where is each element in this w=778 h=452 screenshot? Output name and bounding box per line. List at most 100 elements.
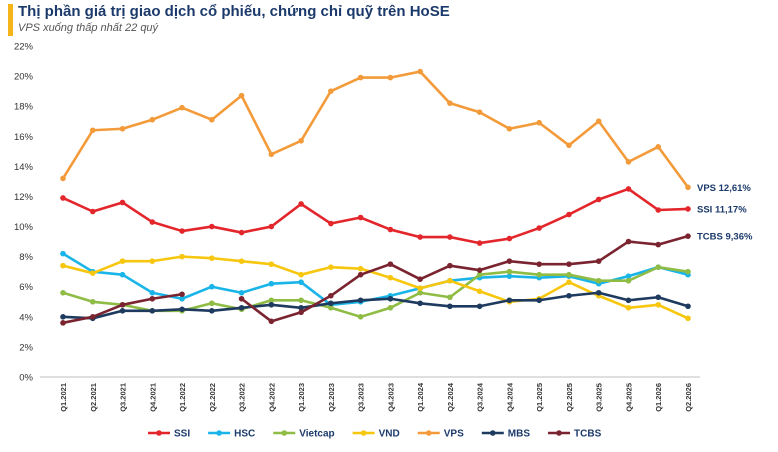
- legend-label-vps: VPS: [444, 429, 464, 440]
- data-point-ssi: [476, 240, 483, 246]
- data-point-mbs: [357, 297, 364, 304]
- data-point-vnd: [298, 271, 304, 278]
- data-point-vietcap: [328, 304, 334, 311]
- y-tick-label: 20%: [14, 72, 34, 83]
- data-point-vps: [506, 125, 513, 132]
- data-point-ssi: [268, 223, 275, 230]
- chart-title: Thị phần giá trị giao dịch cổ phiếu, chứ…: [18, 3, 450, 20]
- data-point-ssi: [179, 228, 185, 234]
- data-point-vnd: [387, 274, 394, 281]
- data-point-vps: [60, 175, 66, 182]
- data-point-vnd: [566, 279, 572, 286]
- legend-label-ssi: SSI: [174, 429, 190, 440]
- data-point-mbs: [536, 297, 542, 304]
- data-point-vietcap: [268, 297, 275, 304]
- data-point-mbs: [179, 306, 185, 313]
- data-point-tcbs: [566, 261, 572, 267]
- data-point-mbs: [506, 297, 513, 304]
- legend-marker-vps: [425, 430, 432, 436]
- x-tick-label: Q3.2023: [357, 383, 366, 412]
- legend-marker-tcbs: [556, 430, 562, 436]
- end-label-tcbs: TCBS 9,36%: [697, 232, 753, 243]
- data-point-ssi: [655, 207, 662, 213]
- data-point-vnd: [89, 270, 96, 276]
- data-point-vps: [268, 151, 275, 158]
- data-point-vps: [179, 104, 185, 111]
- data-point-vnd: [625, 304, 632, 311]
- data-point-ssi: [298, 201, 304, 207]
- data-point-mbs: [417, 300, 423, 307]
- data-point-ssi: [625, 186, 632, 192]
- data-point-tcbs: [238, 295, 245, 302]
- data-point-tcbs: [536, 261, 542, 267]
- data-point-mbs: [476, 303, 483, 310]
- x-tick-label: Q1.2021: [59, 383, 68, 412]
- x-tick-label: Q3.2022: [238, 383, 247, 412]
- data-point-tcbs: [328, 292, 334, 299]
- series-line-mbs: [62, 291, 689, 320]
- legend-label-vietcap: Vietcap: [299, 429, 334, 440]
- data-point-mbs: [328, 300, 334, 307]
- end-label-ssi: SSI 11,17%: [697, 204, 747, 215]
- data-point-ssi: [387, 226, 394, 233]
- data-point-hsc: [625, 273, 632, 279]
- data-point-tcbs: [625, 238, 632, 245]
- data-point-vietcap: [60, 289, 66, 296]
- data-point-ssi: [209, 223, 215, 230]
- y-tick-label: 0%: [19, 373, 33, 384]
- data-point-mbs: [655, 294, 662, 301]
- data-point-mbs: [685, 303, 691, 310]
- data-point-vps: [298, 137, 304, 144]
- series-line-vnd: [62, 255, 689, 320]
- legend-label-tcbs: TCBS: [574, 429, 602, 440]
- data-point-mbs: [595, 289, 602, 296]
- legend-marker-ssi: [156, 430, 162, 436]
- data-point-ssi: [357, 214, 364, 221]
- y-tick-label: 18%: [14, 102, 34, 113]
- data-point-vietcap: [417, 289, 423, 296]
- title-accent-bar: [8, 4, 13, 36]
- data-point-mbs: [447, 303, 453, 310]
- series-line-ssi: [62, 187, 689, 245]
- data-point-vnd: [149, 258, 156, 264]
- data-point-vietcap: [387, 304, 394, 311]
- x-tick-label: Q2.2024: [446, 382, 455, 412]
- legend-marker-vnd: [360, 430, 367, 436]
- data-point-vps: [357, 74, 364, 81]
- data-point-tcbs: [149, 295, 156, 302]
- x-tick-label: Q4.2023: [386, 383, 395, 412]
- data-point-hsc: [506, 273, 513, 279]
- data-point-vps: [447, 100, 453, 106]
- legend-label-vnd: VND: [379, 429, 400, 440]
- data-point-hsc: [238, 289, 245, 296]
- data-point-mbs: [268, 301, 275, 308]
- data-point-vps: [328, 88, 334, 94]
- data-point-vnd: [119, 258, 126, 264]
- data-point-ssi: [417, 234, 423, 240]
- y-tick-label: 14%: [14, 162, 34, 173]
- x-tick-label: Q3.2021: [119, 383, 128, 412]
- x-tick-label: Q1.2023: [297, 383, 306, 412]
- data-point-hsc: [209, 283, 215, 290]
- y-tick-label: 4%: [19, 312, 33, 323]
- data-point-vietcap: [536, 271, 542, 278]
- data-point-ssi: [60, 195, 66, 201]
- y-tick-label: 12%: [14, 192, 34, 203]
- x-tick-label: Q1.2026: [654, 383, 663, 412]
- data-point-hsc: [119, 271, 126, 278]
- x-tick-label: Q2.2023: [327, 383, 336, 412]
- data-point-vietcap: [89, 298, 96, 305]
- data-point-tcbs: [417, 276, 423, 283]
- data-point-ssi: [328, 220, 334, 227]
- data-point-vietcap: [447, 294, 453, 301]
- data-point-hsc: [298, 279, 304, 286]
- data-point-ssi: [119, 199, 126, 206]
- data-point-ssi: [149, 219, 156, 225]
- data-point-mbs: [60, 314, 66, 320]
- x-tick-label: Q2.2025: [565, 383, 574, 412]
- data-point-hsc: [268, 280, 275, 287]
- data-point-hsc: [60, 250, 66, 257]
- x-tick-label: Q1.2022: [178, 383, 187, 412]
- data-point-vnd: [60, 262, 66, 269]
- x-tick-label: Q2.2022: [208, 383, 217, 412]
